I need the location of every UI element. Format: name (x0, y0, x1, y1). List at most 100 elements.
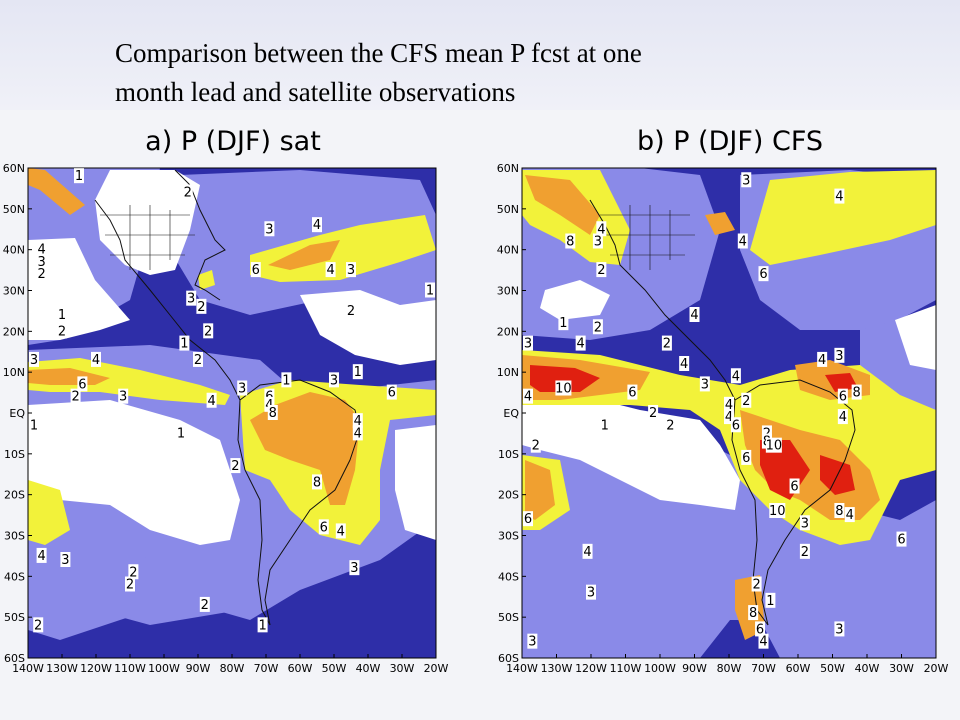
contour-label-text: 1 (601, 418, 609, 433)
contour-label-text: 6 (388, 386, 396, 401)
field-yellow (28, 480, 70, 545)
x-tick-label: 60W (288, 662, 313, 675)
contour-label: 3 (329, 372, 339, 388)
contour-label-text: 2 (801, 545, 809, 560)
contour-label-text: 3 (61, 553, 69, 568)
contour-label-box (386, 384, 397, 400)
contour-label-box (527, 633, 538, 649)
panel-a: a) P (DJF) sat (3, 126, 449, 675)
contour-label: 4 (817, 351, 828, 368)
field-orange (705, 212, 735, 235)
contour-label-box (193, 351, 203, 367)
y-tick-label: 50S (4, 611, 25, 624)
contour-label-text: 8 (566, 235, 574, 250)
contour-label-text: 1 (426, 284, 434, 299)
contour-label: 3 (699, 376, 710, 392)
contour-label-text: 4 (732, 369, 740, 384)
contour-label-box (176, 425, 186, 441)
contour-label: 8 (748, 605, 759, 621)
contour-label-box (741, 172, 752, 188)
panel-a-fields (28, 168, 436, 658)
contour-label-text: 3 (350, 561, 358, 576)
contour-label-text: 1 (75, 169, 83, 184)
contour-label: 4 (36, 241, 47, 258)
contour-label-text: 4 (846, 508, 854, 523)
contour-label: 6 (250, 262, 261, 278)
contour-label: 4 (689, 307, 700, 323)
contour-label-text: 2 (597, 263, 605, 278)
contour-label: 6 (77, 376, 88, 392)
contour-label: 3 (29, 351, 39, 368)
contour-label-box (530, 437, 541, 453)
panel-a-contour-labels: 1234432643132212212341133623664481144286… (29, 168, 435, 633)
contour-label-box (118, 388, 129, 404)
x-tick-label: 100W (644, 662, 676, 675)
contour-label-box (817, 351, 828, 367)
contour-label-text: 10 (555, 382, 572, 397)
field-yellow (28, 358, 230, 405)
contour-label-text: 1 (258, 618, 266, 633)
contour-label: 4 (679, 356, 690, 372)
contour-label-box (29, 417, 39, 433)
y-tick-label: EQ (9, 407, 25, 420)
contour-label: 4 (724, 396, 734, 413)
field-white (540, 280, 610, 320)
y-tick-label: 20S (4, 489, 25, 502)
contour-label-box (352, 413, 363, 429)
contour-label: 1 (558, 315, 569, 331)
contour-label-box (128, 564, 139, 580)
contour-label: 4 (724, 409, 734, 425)
contour-label-text: 2 (594, 320, 602, 335)
contour-label: 8 (851, 384, 862, 401)
contour-label: 6 (755, 621, 766, 637)
contour-label-box (575, 335, 586, 351)
y-tick-label: 60S (498, 652, 519, 665)
x-tick-label: 100W (148, 662, 180, 675)
contour-label-text: 2 (663, 337, 671, 352)
contour-label: 3 (346, 262, 356, 278)
contour-label: 1 (765, 592, 776, 609)
contour-label-text: 1 (30, 418, 38, 433)
contour-label-text: 6 (742, 451, 750, 466)
contour-label-text: 2 (649, 406, 657, 421)
contour-label-box (555, 380, 572, 396)
contour-label-text: 4 (725, 410, 733, 425)
contour-label-text: 4 (835, 190, 843, 205)
contour-label-text: 2 (194, 353, 202, 368)
contour-label: 3 (741, 172, 752, 188)
x-tick-label: 80W (220, 662, 245, 675)
contour-label-box (264, 396, 275, 412)
contour-label: 10 (769, 503, 786, 519)
contour-label: 3 (36, 253, 47, 270)
contour-label: 4 (325, 262, 336, 278)
contour-label-text: 10 (766, 439, 783, 454)
contour-label-box (596, 262, 607, 278)
contour-label-text: 6 (628, 386, 636, 401)
contour-label-text: 1 (559, 316, 567, 331)
contour-label-text: 3 (347, 263, 355, 278)
field-white (28, 238, 130, 340)
contour-label-text: 6 (790, 480, 798, 495)
contour-label-text: 4 (37, 243, 45, 258)
y-tick-label: EQ (503, 407, 519, 420)
contour-label-box (765, 592, 776, 608)
x-tick-label: 40W (356, 662, 381, 675)
contour-label-text: 3 (119, 390, 127, 405)
y-tick-label: 20N (497, 325, 519, 338)
x-tick-label: 120W (575, 662, 607, 675)
slide-title-line-1: Comparison between the CFS mean P fcst a… (115, 38, 642, 68)
contour-label-box (230, 458, 241, 474)
contour-label-box (36, 266, 47, 282)
contour-label-text: 2 (347, 304, 355, 319)
contour-label: 1 (176, 425, 186, 441)
contour-label-text: 3 (701, 377, 709, 392)
contour-label: 4 (352, 425, 363, 441)
contour-label-text: 3 (330, 373, 338, 388)
contour-label-box (844, 507, 855, 523)
contour-label-text: 3 (742, 173, 750, 188)
contour-label-text: 2 (742, 394, 750, 409)
contour-label-box (312, 217, 322, 233)
field-orange (268, 240, 340, 270)
contour-label-box (346, 302, 356, 318)
contour-label-text: 4 (326, 263, 334, 278)
